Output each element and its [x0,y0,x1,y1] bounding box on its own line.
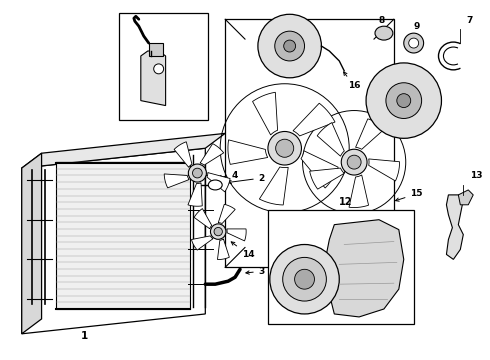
Circle shape [270,244,339,314]
Text: 1: 1 [81,331,89,341]
Bar [119,13,208,121]
Text: 14: 14 [231,242,254,259]
Circle shape [154,64,164,74]
Circle shape [283,257,326,301]
Polygon shape [293,103,335,136]
Polygon shape [446,195,464,260]
Circle shape [276,139,294,157]
Circle shape [258,14,321,78]
Text: 8: 8 [379,16,385,25]
Polygon shape [164,174,189,188]
Polygon shape [227,229,246,241]
Polygon shape [317,123,344,156]
Text: 13: 13 [470,171,483,180]
Polygon shape [141,51,166,105]
Circle shape [386,83,421,118]
Polygon shape [218,204,235,224]
Polygon shape [324,220,404,317]
Circle shape [284,40,295,52]
Text: 11: 11 [274,250,294,262]
Text: 9: 9 [414,22,420,31]
Text: 7: 7 [466,16,473,25]
Polygon shape [356,119,385,149]
Polygon shape [349,175,368,208]
Circle shape [214,228,222,236]
Text: 15: 15 [395,189,423,201]
Circle shape [294,269,315,289]
Polygon shape [194,208,212,229]
Polygon shape [200,144,224,165]
Polygon shape [368,159,399,181]
Circle shape [347,155,361,169]
Polygon shape [192,236,213,250]
Circle shape [211,224,226,239]
Circle shape [397,94,411,108]
Circle shape [193,168,202,178]
Polygon shape [218,239,229,260]
Ellipse shape [375,26,393,40]
Text: 6: 6 [170,69,186,78]
Text: 16: 16 [343,72,361,90]
Polygon shape [259,167,288,205]
Ellipse shape [208,180,222,190]
Circle shape [404,33,424,53]
Circle shape [268,131,301,165]
Text: 4: 4 [218,171,238,180]
Text: 12: 12 [339,197,353,207]
Text: 3: 3 [246,267,265,276]
Polygon shape [301,151,338,188]
Circle shape [341,149,367,175]
Polygon shape [458,190,473,205]
Polygon shape [22,148,205,334]
Polygon shape [310,168,344,189]
Text: 10: 10 [271,210,291,244]
Circle shape [409,38,418,48]
Polygon shape [228,140,268,165]
Polygon shape [22,133,225,168]
Circle shape [275,31,305,61]
Bar [149,43,163,56]
Polygon shape [174,142,192,167]
Text: 5: 5 [118,64,134,73]
Text: 2: 2 [228,174,265,184]
Circle shape [188,164,206,182]
Polygon shape [207,172,230,192]
Polygon shape [252,92,278,135]
Bar [268,210,414,324]
Circle shape [366,63,441,138]
Polygon shape [22,153,42,334]
Bar [56,162,191,309]
Polygon shape [188,183,202,206]
